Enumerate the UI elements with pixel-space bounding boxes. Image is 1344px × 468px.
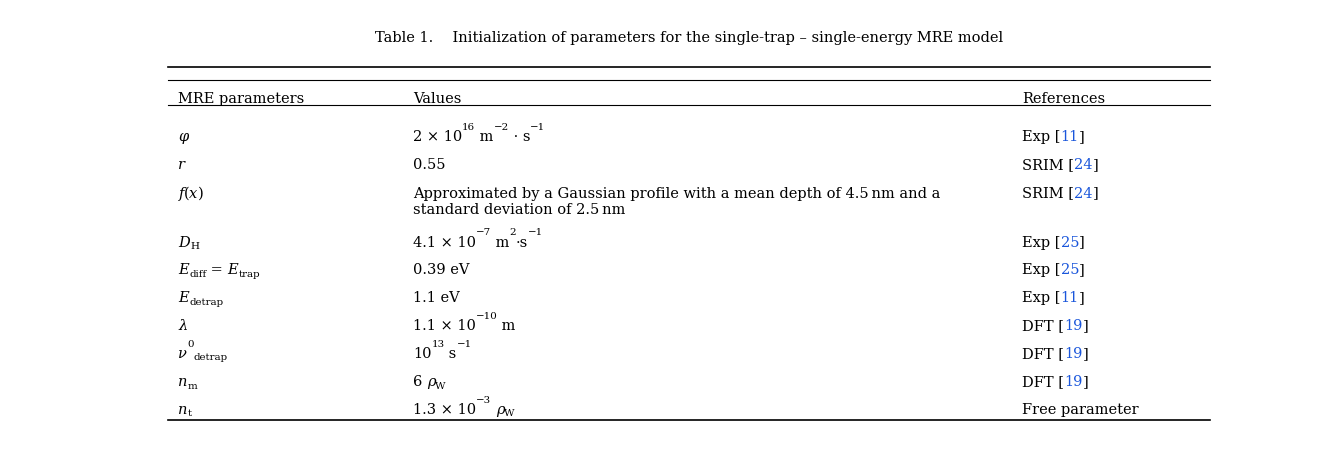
Text: 10: 10 — [413, 347, 431, 361]
Text: DFT [: DFT [ — [1023, 319, 1064, 333]
Text: 19: 19 — [1064, 319, 1082, 333]
Text: −3: −3 — [476, 395, 491, 405]
Text: References: References — [1023, 92, 1105, 106]
Text: E: E — [227, 263, 238, 278]
Text: ]: ] — [1079, 263, 1085, 278]
Text: W: W — [435, 381, 446, 391]
Text: 0.39 eV: 0.39 eV — [413, 263, 469, 278]
Text: =: = — [206, 263, 227, 278]
Text: 0: 0 — [187, 340, 194, 349]
Text: Approximated by a Gaussian profile with a mean depth of 4.5 nm and a
standard de: Approximated by a Gaussian profile with … — [413, 187, 941, 217]
Text: 1.1 × 10: 1.1 × 10 — [413, 319, 476, 333]
Text: 24: 24 — [1074, 187, 1093, 201]
Text: 16: 16 — [462, 123, 476, 132]
Text: m: m — [476, 130, 493, 144]
Text: D: D — [179, 235, 190, 249]
Text: m: m — [491, 235, 509, 249]
Text: ρ: ρ — [496, 403, 504, 417]
Text: −1: −1 — [457, 340, 472, 349]
Text: n: n — [179, 375, 188, 389]
Text: 13: 13 — [431, 340, 445, 349]
Text: H: H — [190, 242, 199, 251]
Text: W: W — [504, 410, 515, 418]
Text: · s: · s — [509, 130, 531, 144]
Text: DFT [: DFT [ — [1023, 347, 1064, 361]
Text: ]: ] — [1093, 158, 1098, 172]
Text: (: ( — [184, 187, 190, 201]
Text: 25: 25 — [1060, 263, 1079, 278]
Text: 2 × 10: 2 × 10 — [413, 130, 462, 144]
Text: φ: φ — [179, 130, 188, 144]
Text: t: t — [188, 410, 192, 418]
Text: 19: 19 — [1064, 347, 1082, 361]
Text: 1.3 × 10: 1.3 × 10 — [413, 403, 476, 417]
Text: ]: ] — [1082, 319, 1089, 333]
Text: diff: diff — [190, 270, 206, 279]
Text: ·s: ·s — [516, 235, 528, 249]
Text: 6: 6 — [413, 375, 427, 389]
Text: ]: ] — [1093, 187, 1098, 201]
Text: 11: 11 — [1060, 291, 1079, 305]
Text: r: r — [179, 158, 185, 172]
Text: Exp [: Exp [ — [1023, 291, 1060, 305]
Text: SRIM [: SRIM [ — [1023, 187, 1074, 201]
Text: 25: 25 — [1060, 235, 1079, 249]
Text: Exp [: Exp [ — [1023, 235, 1060, 249]
Text: λ: λ — [179, 319, 188, 333]
Text: x: x — [190, 187, 198, 201]
Text: m: m — [497, 319, 516, 333]
Text: ]: ] — [1079, 130, 1085, 144]
Text: f: f — [179, 187, 184, 201]
Text: MRE parameters: MRE parameters — [179, 92, 305, 106]
Text: 0.55: 0.55 — [413, 158, 445, 172]
Text: −7: −7 — [476, 228, 491, 237]
Text: detrap: detrap — [190, 298, 223, 307]
Text: E: E — [179, 291, 190, 305]
Text: E: E — [179, 263, 190, 278]
Text: Exp [: Exp [ — [1023, 130, 1060, 144]
Text: −1: −1 — [528, 228, 543, 237]
Text: 1.1 eV: 1.1 eV — [413, 291, 460, 305]
Text: m: m — [188, 381, 198, 391]
Text: ]: ] — [1079, 235, 1085, 249]
Text: ]: ] — [1079, 291, 1085, 305]
Text: ): ) — [198, 187, 203, 201]
Text: Values: Values — [413, 92, 461, 106]
Text: Table 1.  Initialization of parameters for the single-trap – single-energy MRE m: Table 1. Initialization of parameters fo… — [375, 31, 1003, 45]
Text: −1: −1 — [531, 123, 546, 132]
Text: ρ: ρ — [427, 375, 435, 389]
Text: detrap: detrap — [194, 353, 228, 362]
Text: Free parameter: Free parameter — [1023, 403, 1138, 417]
Text: ]: ] — [1082, 347, 1089, 361]
Text: 19: 19 — [1064, 375, 1082, 389]
Text: 2: 2 — [509, 228, 516, 237]
Text: SRIM [: SRIM [ — [1023, 158, 1074, 172]
Text: n: n — [179, 403, 188, 417]
Text: DFT [: DFT [ — [1023, 375, 1064, 389]
Text: −2: −2 — [493, 123, 509, 132]
Text: 11: 11 — [1060, 130, 1079, 144]
Text: 4.1 × 10: 4.1 × 10 — [413, 235, 476, 249]
Text: s: s — [445, 347, 457, 361]
Text: 24: 24 — [1074, 158, 1093, 172]
Text: trap: trap — [238, 270, 259, 279]
Text: Exp [: Exp [ — [1023, 263, 1060, 278]
Text: −10: −10 — [476, 312, 497, 321]
Text: ν: ν — [179, 347, 187, 361]
Text: ]: ] — [1082, 375, 1089, 389]
